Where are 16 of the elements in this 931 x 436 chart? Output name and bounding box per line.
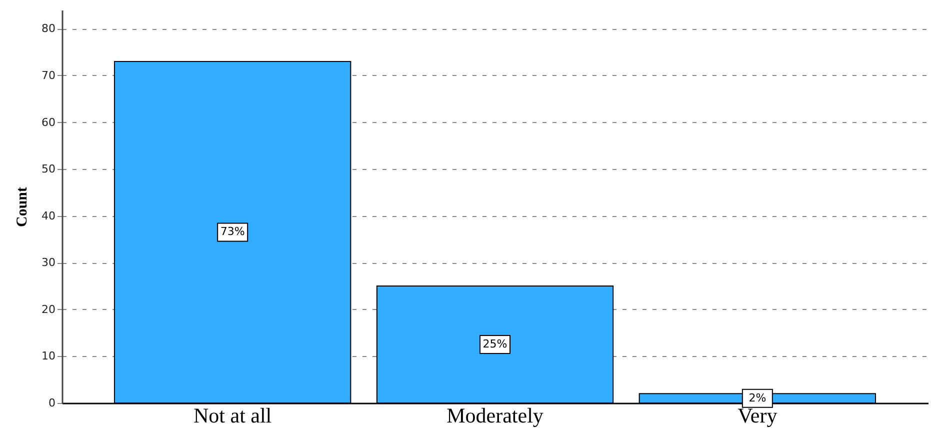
- y-tick-label: 0: [48, 396, 56, 410]
- y-tick-label: 50: [42, 162, 56, 176]
- data-label: 73%: [220, 225, 245, 238]
- y-tick-label: 60: [42, 116, 56, 129]
- y-tick-label: 10: [42, 350, 56, 363]
- y-tick-label: 70: [42, 69, 56, 82]
- x-tick-label: Very: [738, 404, 778, 428]
- y-tick-label: 80: [42, 22, 56, 36]
- y-tick-label: 30: [42, 256, 56, 270]
- data-label: 25%: [482, 338, 508, 351]
- x-tick-label: Moderately: [446, 404, 544, 428]
- y-tick-label: 40: [42, 209, 56, 222]
- x-tick-label: Not at all: [194, 404, 272, 428]
- y-axis-title: Count: [14, 186, 31, 228]
- y-tick-label: 20: [42, 302, 56, 316]
- data-label: 2%: [748, 391, 766, 404]
